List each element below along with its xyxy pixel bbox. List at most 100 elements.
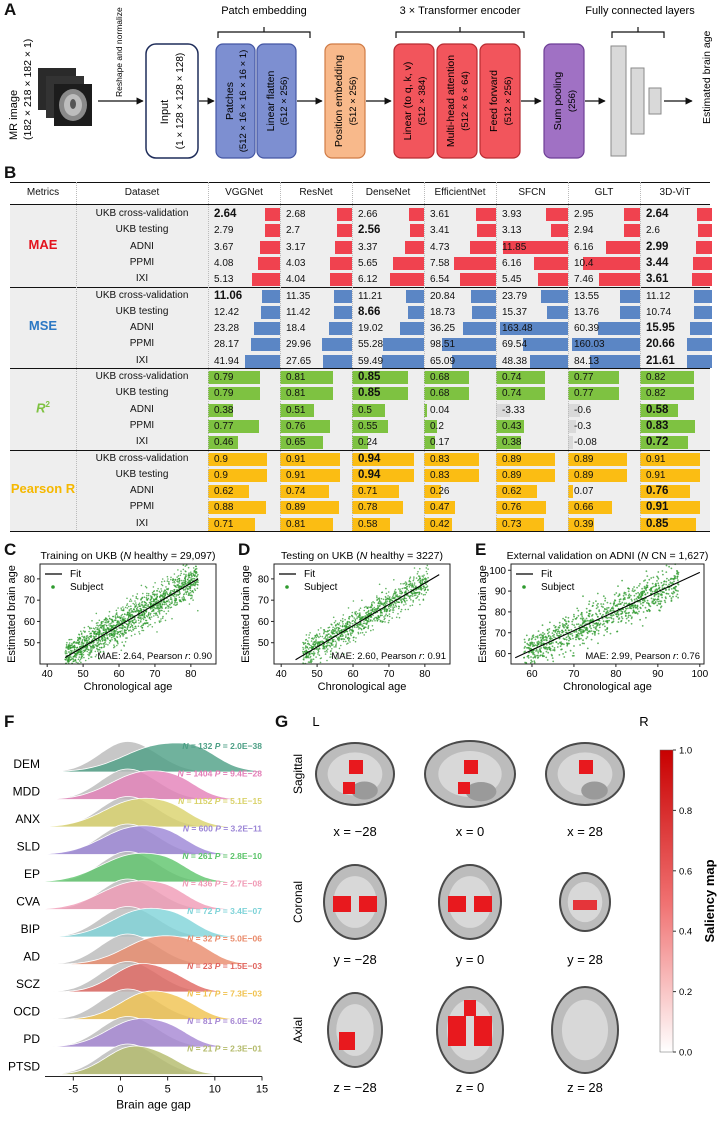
subject-point — [98, 658, 100, 660]
subject-point — [305, 634, 308, 636]
subject-point — [399, 590, 402, 593]
subject-point — [122, 627, 124, 629]
subject-point — [312, 658, 315, 660]
subject-point — [182, 568, 185, 571]
subject-point — [615, 613, 618, 616]
subject-point — [585, 626, 588, 629]
subject-point — [642, 611, 645, 613]
subject-point — [357, 616, 360, 618]
subject-point — [192, 599, 194, 601]
subject-point — [597, 629, 600, 632]
subject-point — [574, 626, 576, 629]
value-cell: 3.61 — [424, 207, 496, 222]
subject-point — [595, 622, 598, 624]
subject-point — [422, 594, 425, 596]
subject-point — [89, 627, 91, 630]
subject-point — [116, 644, 118, 647]
subject-point — [361, 631, 364, 634]
subject-point — [305, 655, 308, 657]
value-cell: 6.16 — [568, 240, 640, 255]
subject-point — [409, 580, 412, 583]
subject-point — [646, 586, 648, 588]
subject-point — [315, 633, 318, 636]
subject-point — [365, 619, 367, 621]
value-bar — [260, 305, 280, 319]
value-bar — [477, 224, 496, 238]
subject-point — [129, 598, 132, 601]
subject-point — [163, 593, 165, 595]
subject-point — [665, 592, 668, 595]
stat-n: = 23 — [193, 961, 215, 971]
subject-point — [118, 627, 120, 629]
subject-point — [165, 603, 168, 605]
subject-point — [89, 652, 92, 654]
value-text: 0.5 — [358, 404, 372, 416]
value-text: 5.65 — [358, 257, 378, 269]
subject-point — [79, 646, 82, 648]
table-header-0: Metrics — [26, 187, 60, 198]
subject-point — [351, 627, 354, 629]
subject-point — [307, 655, 309, 658]
subject-point — [582, 595, 584, 598]
subject-point — [552, 630, 555, 632]
subject-point — [652, 602, 655, 604]
subject-point — [156, 607, 158, 609]
subject-point — [150, 616, 153, 618]
subject-point — [134, 606, 136, 609]
subject-point — [341, 635, 344, 637]
subject-point — [124, 641, 127, 643]
subject-point — [379, 615, 382, 617]
subject-point — [612, 614, 615, 617]
subject-point — [413, 582, 416, 584]
subject-point — [97, 643, 100, 645]
subject-point — [144, 585, 147, 588]
subject-point — [126, 597, 128, 600]
position-dims: (512 × 256) — [348, 77, 359, 126]
title-part: External validation on ADNI ( — [507, 550, 642, 562]
value-bar — [597, 322, 640, 336]
subject-point — [547, 651, 550, 654]
subject-point — [190, 574, 193, 577]
subject-point — [128, 629, 130, 632]
subject-point — [531, 660, 533, 663]
subject-point — [160, 588, 162, 590]
subject-point — [561, 631, 563, 634]
subject-point — [313, 644, 316, 646]
subject-point — [677, 583, 680, 586]
subject-point — [334, 629, 337, 631]
x-tick-label: 70 — [568, 669, 580, 680]
value-cell: 0.38 — [208, 403, 280, 418]
subject-point — [410, 588, 412, 591]
value-cell: 3.61 — [640, 272, 712, 287]
subject-point — [663, 599, 666, 602]
subject-point — [351, 630, 354, 633]
subject-point — [311, 652, 314, 655]
subject-point — [338, 638, 341, 640]
panel-label-d: D — [238, 540, 251, 559]
subject-point — [599, 612, 602, 615]
subject-point — [78, 656, 81, 658]
value-bar — [692, 273, 712, 287]
title-part: healthy = 3227) — [367, 550, 443, 562]
subject-point — [577, 635, 580, 637]
value-bar — [502, 240, 568, 254]
subject-point — [184, 589, 187, 591]
value-text: 3.61 — [430, 209, 450, 220]
subject-point — [82, 651, 84, 654]
subject-point — [73, 646, 76, 648]
saliency-region — [343, 782, 355, 794]
subject-point — [126, 603, 129, 605]
value-bar — [640, 403, 679, 417]
legend-fit-label: Fit — [541, 569, 552, 580]
subject-point — [554, 626, 557, 629]
subject-point — [181, 579, 183, 582]
subject-point — [603, 634, 605, 637]
subject-point — [346, 630, 348, 632]
subject-point — [163, 600, 165, 602]
subject-point — [551, 637, 553, 640]
value-bar — [541, 289, 568, 303]
subject-point — [68, 646, 70, 648]
subject-point — [69, 646, 72, 649]
subject-point — [409, 576, 412, 578]
